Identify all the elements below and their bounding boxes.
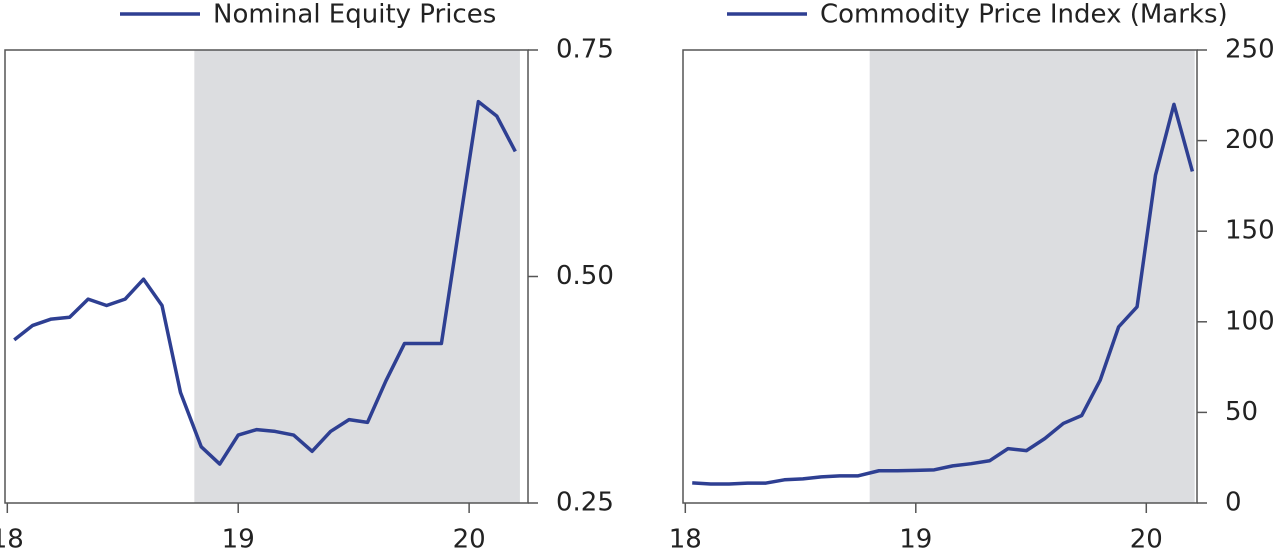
x-tick-label: 18 (669, 525, 702, 555)
shaded-region (869, 50, 1195, 503)
y-tick-label: 150 (1225, 216, 1275, 246)
y-tick-label: 0.25 (556, 488, 614, 518)
data-line (692, 102, 1195, 486)
data-line (13, 99, 517, 466)
x-tick-label: 19 (222, 525, 255, 555)
x-tick-label: 18 (0, 525, 24, 555)
y-tick-label: 0 (1225, 488, 1242, 518)
shaded-region (194, 50, 520, 503)
plot-frame (682, 49, 1198, 504)
legend-label: Nominal Equity Prices (213, 0, 496, 30)
x-tick-label: 20 (1130, 525, 1163, 555)
x-tick-label: 20 (453, 525, 486, 555)
y-tick-label: 0.50 (556, 261, 614, 291)
y-tick-label: 0.75 (556, 35, 614, 65)
y-tick-label: 200 (1225, 125, 1275, 155)
y-tick-label: 250 (1225, 35, 1275, 65)
y-tick-label: 100 (1225, 306, 1275, 336)
y-tick-label: 50 (1225, 397, 1258, 427)
legend-label: Commodity Price Index (Marks) (820, 0, 1228, 30)
x-tick-label: 19 (899, 525, 932, 555)
